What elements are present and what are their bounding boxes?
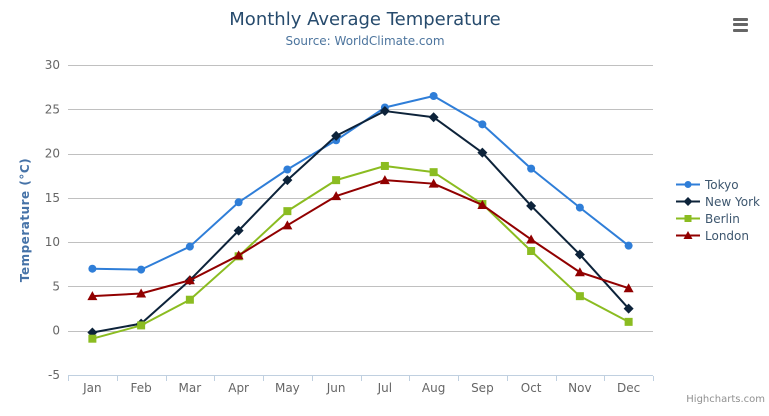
chart-subtitle: Source: WorldClimate.com xyxy=(285,34,445,48)
point-new-york xyxy=(428,112,439,123)
point-tokyo xyxy=(185,242,194,251)
y-axis-label: 10 xyxy=(45,235,60,249)
chart-legend: Tokyo New York Berlin London xyxy=(676,176,760,244)
point-london xyxy=(623,283,634,293)
point-london xyxy=(233,250,244,260)
point-tokyo xyxy=(429,92,438,100)
x-axis-label: Jan xyxy=(82,381,102,395)
point-berlin xyxy=(429,168,438,177)
x-axis-label: Sep xyxy=(471,381,494,395)
legend-marker-new-york xyxy=(676,197,700,206)
legend-label: Tokyo xyxy=(705,177,739,192)
point-berlin xyxy=(185,295,194,304)
legend-label: London xyxy=(705,228,749,243)
legend-marker-tokyo xyxy=(676,181,700,188)
legend-item-tokyo[interactable]: Tokyo xyxy=(676,176,760,193)
point-berlin xyxy=(575,292,584,301)
point-london xyxy=(526,234,537,244)
point-tokyo xyxy=(575,203,584,212)
point-tokyo xyxy=(88,264,97,273)
legend-item-london[interactable]: London xyxy=(676,227,760,244)
hamburger-menu-icon xyxy=(733,23,748,26)
hamburger-menu-icon xyxy=(733,28,748,32)
y-axis-label: 15 xyxy=(45,191,60,205)
legend-symbol-london xyxy=(683,231,693,239)
y-axis-title: Temperature (°C) xyxy=(18,157,32,283)
point-new-york xyxy=(233,225,244,236)
highcharts-credit-link[interactable]: Highcharts.com xyxy=(686,394,765,405)
export-menu-button[interactable] xyxy=(732,16,749,33)
y-axis-label: 5 xyxy=(52,279,60,293)
series-line-new-york xyxy=(91,110,630,334)
point-london xyxy=(282,220,293,230)
y-axis-label: -5 xyxy=(48,368,60,382)
x-axis-label: Feb xyxy=(131,381,152,395)
point-new-york xyxy=(379,106,390,117)
point-berlin xyxy=(624,317,633,326)
x-axis-label: Jul xyxy=(377,381,392,395)
x-axis-label: May xyxy=(275,381,300,395)
point-new-york xyxy=(331,130,342,141)
legend-symbol-tokyo xyxy=(684,181,692,188)
point-london xyxy=(428,178,439,188)
y-axis-label: 0 xyxy=(52,324,60,338)
y-axis-label: 25 xyxy=(45,102,60,116)
point-new-york xyxy=(282,175,293,186)
chart-title: Monthly Average Temperature xyxy=(229,9,501,30)
point-berlin xyxy=(380,161,389,170)
series-line-london xyxy=(91,179,630,298)
x-axis-label: Dec xyxy=(617,381,640,395)
point-tokyo xyxy=(527,164,536,173)
legend-marker-berlin xyxy=(676,215,700,222)
x-axis-label: Apr xyxy=(228,381,249,395)
series-new-york xyxy=(87,106,634,338)
point-tokyo xyxy=(234,198,243,207)
point-london xyxy=(574,267,585,277)
point-tokyo xyxy=(137,265,146,274)
x-axis-label: Oct xyxy=(521,381,542,395)
series-tokyo xyxy=(88,92,633,274)
y-axis-label: 20 xyxy=(45,147,60,161)
x-axis-label: Nov xyxy=(568,381,591,395)
legend-item-berlin[interactable]: Berlin xyxy=(676,210,760,227)
legend-label: New York xyxy=(705,194,760,209)
x-axis-label: Mar xyxy=(179,381,202,395)
point-new-york xyxy=(477,147,488,158)
x-axis-label: Aug xyxy=(422,381,445,395)
hamburger-menu-icon xyxy=(733,17,748,21)
point-london xyxy=(477,199,488,209)
point-tokyo xyxy=(478,120,487,129)
point-london xyxy=(87,291,98,301)
series-london xyxy=(87,175,634,301)
x-axis-label: Jun xyxy=(326,381,346,395)
point-london xyxy=(184,275,195,285)
point-berlin xyxy=(283,207,292,216)
point-new-york xyxy=(623,303,634,314)
point-berlin xyxy=(137,321,146,330)
series-line-berlin xyxy=(91,164,630,340)
legend-symbol-new-york xyxy=(683,197,693,206)
legend-item-new-york[interactable]: New York xyxy=(676,193,760,210)
point-berlin xyxy=(527,247,536,255)
point-new-york xyxy=(526,200,537,211)
point-tokyo xyxy=(624,241,633,250)
legend-label: Berlin xyxy=(705,211,740,226)
point-london xyxy=(379,175,390,185)
point-new-york xyxy=(574,249,585,260)
legend-marker-london xyxy=(676,231,700,239)
point-berlin xyxy=(88,334,97,343)
point-london xyxy=(331,191,342,201)
y-axis-label: 30 xyxy=(45,58,60,72)
point-tokyo xyxy=(283,165,292,174)
point-berlin xyxy=(332,176,341,185)
series-line-tokyo xyxy=(91,95,630,271)
legend-symbol-berlin xyxy=(684,215,692,222)
point-london xyxy=(136,288,147,298)
